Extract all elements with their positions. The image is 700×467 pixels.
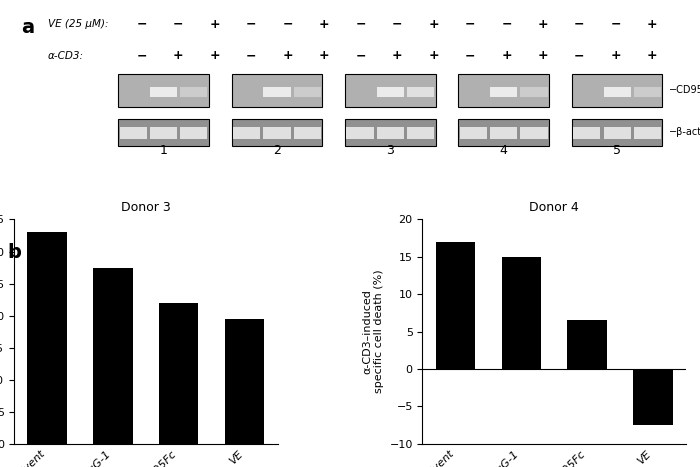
- Bar: [573, 127, 601, 139]
- Text: +: +: [318, 18, 330, 31]
- Text: b: b: [7, 243, 21, 262]
- Bar: [232, 74, 322, 106]
- Text: +: +: [501, 50, 512, 63]
- Bar: [232, 119, 322, 146]
- Text: −: −: [356, 18, 366, 31]
- Text: 3: 3: [386, 144, 394, 157]
- Text: α-CD3:: α-CD3:: [48, 51, 83, 61]
- Bar: [150, 87, 177, 97]
- Title: Donor 4: Donor 4: [529, 201, 579, 214]
- Bar: [572, 74, 662, 106]
- Bar: [520, 127, 547, 139]
- Text: −: −: [136, 50, 147, 63]
- Bar: [603, 127, 631, 139]
- Text: −: −: [610, 18, 621, 31]
- Bar: [345, 74, 435, 106]
- Text: +: +: [428, 50, 439, 63]
- Text: −: −: [465, 18, 475, 31]
- Text: +: +: [282, 50, 293, 63]
- Bar: [435, 242, 475, 369]
- Bar: [150, 127, 177, 139]
- Bar: [490, 127, 517, 139]
- Text: +: +: [538, 50, 548, 63]
- Bar: [501, 257, 541, 369]
- Bar: [263, 87, 290, 97]
- Bar: [634, 369, 673, 425]
- Bar: [572, 119, 662, 146]
- Bar: [407, 127, 434, 139]
- Bar: [118, 74, 209, 106]
- Bar: [233, 127, 260, 139]
- Title: Donor 3: Donor 3: [121, 201, 171, 214]
- Bar: [377, 127, 404, 139]
- Bar: [118, 119, 209, 146]
- Text: +: +: [173, 50, 183, 63]
- Bar: [346, 127, 374, 139]
- Bar: [634, 87, 661, 97]
- Text: −CD95L: −CD95L: [669, 85, 700, 95]
- Text: 5: 5: [613, 144, 621, 157]
- Bar: [27, 232, 66, 444]
- Text: +: +: [610, 50, 621, 63]
- Bar: [458, 74, 549, 106]
- Bar: [634, 127, 661, 139]
- Bar: [159, 303, 199, 444]
- Text: +: +: [318, 50, 330, 63]
- Text: a: a: [21, 19, 34, 37]
- Bar: [568, 320, 607, 369]
- Text: 1: 1: [160, 144, 167, 157]
- Bar: [293, 87, 321, 97]
- Text: 4: 4: [500, 144, 507, 157]
- Text: 2: 2: [273, 144, 281, 157]
- Bar: [93, 268, 132, 444]
- Text: −: −: [574, 50, 584, 63]
- Bar: [460, 127, 487, 139]
- Y-axis label: α-CD3–induced
specific cell death (%): α-CD3–induced specific cell death (%): [362, 270, 384, 393]
- Text: VE (25 μM):: VE (25 μM):: [48, 20, 108, 29]
- Text: −: −: [501, 18, 512, 31]
- Bar: [263, 127, 290, 139]
- Bar: [180, 87, 207, 97]
- Text: −β-actin: −β-actin: [669, 127, 700, 137]
- Bar: [603, 87, 631, 97]
- Text: +: +: [209, 18, 220, 31]
- Text: +: +: [538, 18, 548, 31]
- Text: +: +: [647, 50, 658, 63]
- Text: −: −: [392, 18, 402, 31]
- Text: −: −: [465, 50, 475, 63]
- Text: −: −: [282, 18, 293, 31]
- Text: +: +: [647, 18, 658, 31]
- Bar: [345, 119, 435, 146]
- Text: −: −: [246, 50, 256, 63]
- Text: +: +: [392, 50, 402, 63]
- Text: −: −: [173, 18, 183, 31]
- Bar: [490, 87, 517, 97]
- Bar: [120, 127, 147, 139]
- Bar: [180, 127, 207, 139]
- Text: +: +: [428, 18, 439, 31]
- Bar: [458, 119, 549, 146]
- Text: −: −: [356, 50, 366, 63]
- Bar: [293, 127, 321, 139]
- Text: −: −: [246, 18, 256, 31]
- Text: +: +: [209, 50, 220, 63]
- Bar: [377, 87, 404, 97]
- Text: −: −: [136, 18, 147, 31]
- Bar: [225, 319, 265, 444]
- Bar: [520, 87, 547, 97]
- Bar: [407, 87, 434, 97]
- Text: −: −: [574, 18, 584, 31]
